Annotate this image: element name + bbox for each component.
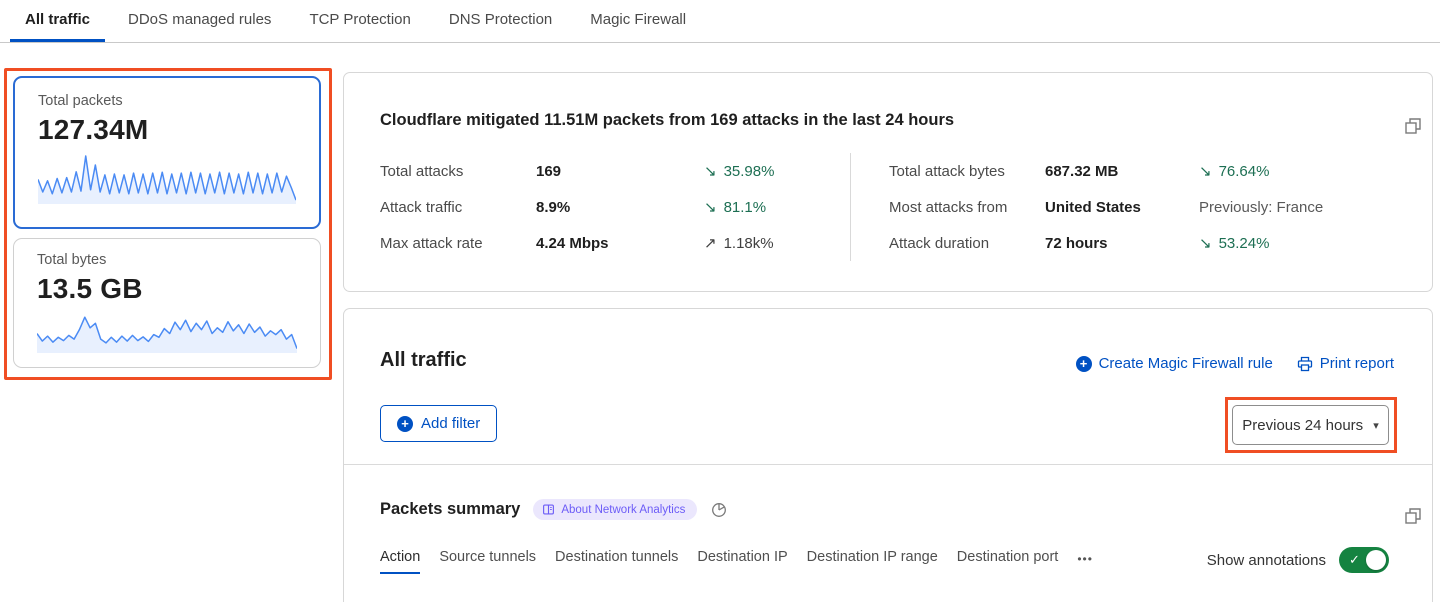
up-arrow-icon: ↗	[704, 235, 717, 252]
stat-delta: ↘ 53.24%	[1199, 234, 1270, 253]
stat-value: 72 hours	[1045, 234, 1108, 252]
stat-row-total-attacks: Total attacks 169 ↘ 35.98%	[380, 153, 850, 189]
subtab-destination-ip[interactable]: Destination IP	[697, 549, 788, 565]
total-packets-card[interactable]: Total packets 127.34M	[13, 76, 321, 229]
toggle-knob	[1366, 550, 1386, 570]
stat-label: Attack traffic	[380, 198, 463, 216]
create-magic-firewall-rule-link[interactable]: + Create Magic Firewall rule	[1075, 355, 1273, 372]
all-traffic-heading: All traffic	[380, 349, 467, 371]
stat-label: Total attack bytes	[889, 162, 1005, 180]
summary-stats: Total attacks 169 ↘ 35.98% Attack traffi…	[380, 153, 1323, 261]
stat-delta: ↘ 76.64%	[1199, 162, 1270, 181]
tab-dns-protection[interactable]: DNS Protection	[448, 11, 553, 28]
plus-circle-icon: +	[1075, 355, 1092, 372]
copy-icon[interactable]	[1402, 505, 1424, 527]
section-divider	[344, 464, 1432, 465]
packets-summary-title: Packets summary	[380, 500, 521, 518]
packets-summary-header: Packets summary About Network Analytics	[380, 499, 727, 520]
book-icon	[543, 504, 555, 515]
check-icon: ✓	[1349, 552, 1360, 567]
down-arrow-icon: ↘	[1199, 235, 1212, 252]
mitigation-summary-title: Cloudflare mitigated 11.51M packets from…	[380, 111, 955, 129]
total-packets-sparkline	[38, 154, 296, 204]
top-tab-bar: All traffic DDoS managed rules TCP Prote…	[0, 0, 1440, 43]
subtab-destination-ip-range[interactable]: Destination IP range	[806, 549, 938, 565]
total-bytes-sparkline	[37, 311, 297, 353]
stat-row-attack-duration: Attack duration 72 hours ↘ 53.24%	[889, 225, 1323, 261]
subtab-source-tunnels[interactable]: Source tunnels	[439, 549, 537, 565]
down-arrow-icon: ↘	[704, 199, 717, 216]
summary-stats-right: Total attack bytes 687.32 MB ↘ 76.64% Mo…	[850, 153, 1323, 261]
stat-row-max-attack-rate: Max attack rate 4.24 Mbps ↗ 1.18k%	[380, 225, 850, 261]
total-packets-label: Total packets	[38, 93, 123, 109]
stat-label: Max attack rate	[380, 234, 483, 252]
about-network-analytics-badge[interactable]: About Network Analytics	[533, 499, 698, 520]
stat-value: 4.24 Mbps	[536, 234, 609, 252]
stat-value: United States	[1045, 198, 1141, 216]
chevron-down-icon: ▾	[1373, 419, 1379, 432]
print-report-link[interactable]: Print report	[1297, 355, 1394, 372]
stat-delta: ↘ 35.98%	[704, 162, 775, 181]
show-annotations-control: Show annotations ✓	[1207, 547, 1389, 573]
stat-label: Total attacks	[380, 162, 464, 180]
show-annotations-label: Show annotations	[1206, 551, 1326, 569]
stat-row-most-attacks-from: Most attacks from United States Previous…	[889, 189, 1323, 225]
total-bytes-value: 13.5 GB	[37, 273, 143, 304]
mitigation-summary-card: Cloudflare mitigated 11.51M packets from…	[343, 72, 1433, 292]
subtab-action[interactable]: Action	[380, 549, 421, 574]
total-packets-value: 127.34M	[38, 114, 149, 145]
stat-value: 687.32 MB	[1045, 162, 1119, 180]
down-arrow-icon: ↘	[704, 163, 717, 180]
summary-stats-left: Total attacks 169 ↘ 35.98% Attack traffi…	[380, 153, 850, 261]
stat-delta: ↗ 1.18k%	[704, 234, 774, 253]
total-bytes-card[interactable]: Total bytes 13.5 GB	[13, 238, 321, 368]
add-filter-button[interactable]: + Add filter	[380, 405, 498, 442]
stat-value: 169	[536, 162, 562, 180]
all-traffic-card: All traffic + Create Magic Firewall rule…	[343, 308, 1433, 602]
more-tabs-button[interactable]: •••	[1077, 552, 1093, 566]
tab-tcp-protection[interactable]: TCP Protection	[309, 11, 411, 28]
stat-label: Most attacks from	[889, 198, 1008, 216]
all-traffic-actions: + Create Magic Firewall rule Print repor…	[1075, 355, 1394, 372]
stat-label: Attack duration	[889, 234, 990, 252]
stat-row-total-attack-bytes: Total attack bytes 687.32 MB ↘ 76.64%	[889, 153, 1323, 189]
total-bytes-label: Total bytes	[37, 252, 107, 268]
tab-ddos-managed-rules[interactable]: DDoS managed rules	[128, 11, 272, 28]
subtab-destination-port[interactable]: Destination port	[956, 549, 1059, 565]
stat-delta: Previously: France	[1199, 198, 1324, 216]
show-annotations-toggle[interactable]: ✓	[1339, 547, 1389, 573]
pie-chart-icon	[712, 502, 727, 517]
subtab-destination-tunnels[interactable]: Destination tunnels	[555, 549, 679, 565]
down-arrow-icon: ↘	[1199, 163, 1212, 180]
stat-value: 8.9%	[536, 198, 571, 216]
tab-all-traffic[interactable]: All traffic	[10, 0, 106, 42]
plus-circle-icon: +	[397, 415, 413, 432]
tab-magic-firewall[interactable]: Magic Firewall	[590, 11, 687, 28]
printer-icon	[1297, 356, 1312, 371]
stat-delta: ↘ 81.1%	[704, 198, 767, 217]
copy-icon[interactable]	[1402, 115, 1424, 137]
stat-row-attack-traffic: Attack traffic 8.9% ↘ 81.1%	[380, 189, 850, 225]
packets-summary-subtabs: Action Source tunnels Destination tunnel…	[380, 549, 1093, 574]
time-range-dropdown[interactable]: Previous 24 hours ▾	[1232, 405, 1389, 445]
